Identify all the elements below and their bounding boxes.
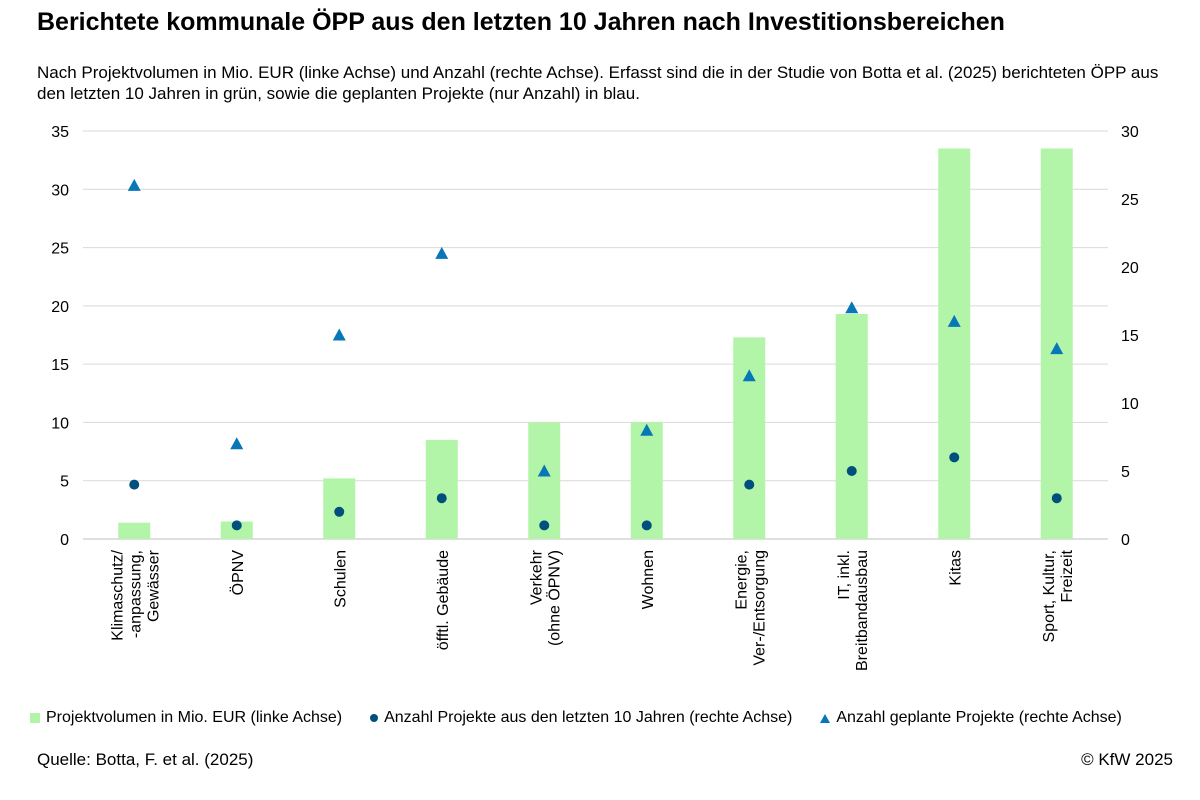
category-label: Wohnen [640,550,657,609]
category-label: Kitas [947,550,964,586]
triangle-planned-count [332,328,346,341]
left-tick-label: 35 [51,124,69,141]
bar-volume [528,422,561,539]
dot-past-count [129,479,140,490]
triangle-planned-count [742,369,756,382]
triangle-planned-count [845,301,859,314]
legend-item-planned-count: Anzahl geplante Projekte (rechte Achse) [820,709,1122,727]
triangle-planned-count [1050,342,1064,355]
bar-series [118,148,1073,539]
category-label-line: Ver-/Entsorgung [751,550,768,666]
category-label: Energie,Ver-/Entsorgung [733,550,768,666]
legend-swatch-dot [370,714,379,722]
bar-volume [118,522,151,539]
category-label-line: Wohnen [640,550,657,609]
legend-label-past-count: Anzahl Projekte aus den letzten 10 Jahre… [384,709,793,726]
right-tick-label: 25 [1121,192,1139,209]
category-label-line: öfftl. Gebäude [435,550,452,650]
source-note: Quelle: Botta, F. et al. (2025) [37,750,254,769]
bar-volume [835,314,868,539]
right-tick-label: 0 [1121,532,1130,549]
triangle-planned-count [435,246,449,259]
category-label-line: ÖPNV [229,550,247,596]
bar-volume [938,148,971,539]
dot-past-count [846,466,857,476]
triangle-planned-count [640,423,654,436]
category-label: IT, inkl.Breitbandausbau [836,550,871,671]
category-label: ÖPNV [229,550,247,596]
right-axis-ticks: 0 5 10 15 20 25 30 [1121,124,1139,549]
legend-label-volume: Projektvolumen in Mio. EUR (linke Achse) [46,709,343,726]
triangle-series [127,178,1064,477]
legend-item-past-count: Anzahl Projekte aus den letzten 10 Jahre… [370,709,792,727]
category-label-line: Breitbandausbau [854,550,871,671]
bar-volume [733,337,766,539]
left-tick-label: 15 [51,357,69,374]
chart-subtitle: Nach Projektvolumen in Mio. EUR (linke A… [37,63,1159,103]
left-tick-label: 20 [51,299,69,316]
left-tick-label: 0 [60,532,69,549]
category-label-line: Energie, [733,550,750,610]
dot-past-count [231,520,242,531]
category-label-line: Kitas [947,550,964,586]
category-label-line: Freizeit [1059,549,1076,602]
chart-title: Berichtete kommunale ÖPP aus den letzten… [37,8,1005,36]
legend-swatch-triangle [820,713,831,723]
legend-swatch-bar [30,713,40,723]
bar-volume [630,422,663,539]
dot-past-count [539,520,550,531]
bar-volume [425,439,458,539]
category-label: Klimaschutz/-anpassung,Gewässer [109,549,162,640]
category-label-line: Gewässer [145,549,162,622]
right-tick-label: 15 [1121,328,1139,345]
triangle-planned-count [537,464,551,477]
legend-label-planned-count: Anzahl geplante Projekte (rechte Achse) [836,709,1122,726]
category-label-line: Schulen [332,550,349,608]
category-label-line: -anpassung, [127,550,144,638]
category-label-line: (ohne ÖPNV) [545,550,563,646]
legend-item-volume: Projektvolumen in Mio. EUR (linke Achse) [30,709,342,727]
dot-past-count [744,479,755,490]
category-label: Schulen [332,550,349,608]
category-label: Verkehr(ohne ÖPNV) [528,549,563,646]
dot-past-count [949,452,960,463]
right-tick-label: 10 [1121,396,1139,413]
triangle-planned-count [947,314,961,327]
category-label: Sport, Kultur,Freizeit [1041,549,1076,642]
dot-past-count [641,520,652,531]
left-axis-ticks: 0 5 10 15 20 25 30 35 [51,124,69,549]
right-tick-label: 5 [1121,464,1130,481]
triangle-planned-count [127,178,141,191]
left-tick-label: 30 [51,182,69,199]
copyright-note: © KfW 2025 [1081,750,1173,769]
left-tick-label: 25 [51,241,69,258]
category-label: öfftl. Gebäude [435,550,452,650]
dot-past-count [1051,493,1062,504]
chart-plot: 0 5 10 15 20 25 30 35 0 5 10 15 20 25 30 Klimaschutz/… [51,124,1139,671]
gridlines [83,130,1108,540]
category-label-line: Verkehr [528,549,545,605]
category-label-line: IT, inkl. [836,550,853,600]
dot-series [129,452,1062,531]
category-label-line: Klimaschutz/ [109,549,126,640]
left-tick-label: 10 [51,415,69,432]
right-tick-label: 30 [1121,124,1139,141]
category-labels: Klimaschutz/-anpassung,Gewässer ÖPNV Schul… [109,549,1076,671]
left-tick-label: 5 [60,474,69,491]
triangle-planned-count [230,437,244,450]
dot-past-count [436,493,447,504]
right-tick-label: 20 [1121,260,1139,277]
dot-past-count [334,506,345,517]
category-label-line: Sport, Kultur, [1041,550,1058,643]
legend: Projektvolumen in Mio. EUR (linke Achse)… [30,709,1122,727]
